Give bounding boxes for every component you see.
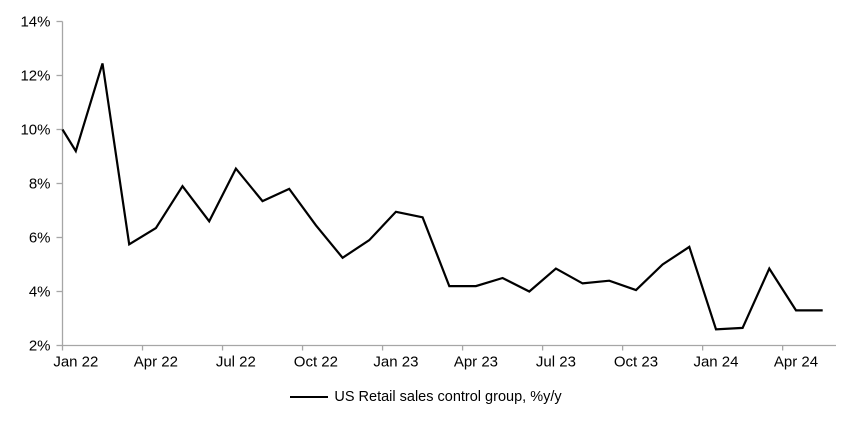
x-tick-label: Jan 22 <box>53 354 98 371</box>
y-tick-label: 6% <box>29 230 51 247</box>
x-tick-label: Jan 24 <box>693 354 738 371</box>
legend-series-label: US Retail sales control group, %y/y <box>334 389 562 405</box>
x-tick-label: Oct 22 <box>294 354 338 371</box>
x-tick-label: Jul 22 <box>216 354 256 371</box>
y-tick-label: 10% <box>20 122 50 139</box>
x-tick-label: Apr 23 <box>454 354 498 371</box>
x-tick-label: Jul 23 <box>536 354 576 371</box>
series-line-us-retail-sales-control-group <box>61 63 823 331</box>
y-tick-label: 4% <box>29 284 51 301</box>
retail-sales-chart: 2% 4% 6% 8% 10% 12% 14% Jan 22 Apr 22 Jul 22 Oct 2… <box>20 14 836 371</box>
x-tick-label: Oct 23 <box>614 354 658 371</box>
legend-line-icon <box>290 396 329 398</box>
y-tick-label: 14% <box>20 14 50 31</box>
y-tick-label: 2% <box>29 338 51 355</box>
y-tick-label: 8% <box>29 176 51 193</box>
x-tick-label: Apr 22 <box>134 354 178 371</box>
x-tick-label: Apr 24 <box>774 354 818 371</box>
chart-legend: US Retail sales control group, %y/y <box>0 389 852 405</box>
x-tick-label: Jan 23 <box>373 354 418 371</box>
y-tick-label: 12% <box>20 68 50 85</box>
